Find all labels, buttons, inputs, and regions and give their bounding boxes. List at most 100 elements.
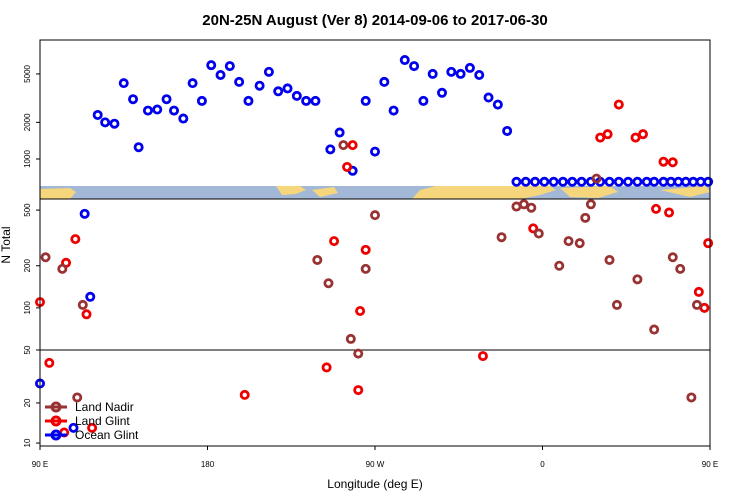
- map-land-patch: [412, 186, 556, 199]
- land-nadir-point: [360, 263, 371, 274]
- x-tick-label: 180: [201, 460, 215, 469]
- ocean-glint-point: [100, 117, 111, 128]
- ocean-glint-point: [623, 176, 634, 187]
- map-land-patch: [312, 187, 338, 197]
- land-glint-point: [703, 238, 714, 249]
- map-land-patch: [276, 186, 306, 195]
- ocean-glint-point: [234, 76, 245, 87]
- ocean-glint-point: [483, 92, 494, 103]
- legend-label-land-nadir: Land Nadir: [75, 400, 134, 414]
- ocean-glint-point: [530, 176, 541, 187]
- land-nadir-point: [72, 392, 83, 403]
- x-axis-label: Longitude (deg E): [327, 477, 422, 491]
- land-nadir-point: [518, 199, 529, 210]
- land-nadir-point: [611, 299, 622, 310]
- map-land-patch: [660, 186, 710, 197]
- y-tick-label: 5000: [23, 64, 32, 82]
- ocean-glint-point: [464, 62, 475, 73]
- ocean-glint-point: [399, 55, 410, 66]
- ocean-glint-point: [604, 176, 615, 187]
- ocean-glint-point: [142, 105, 153, 116]
- land-glint-point: [613, 99, 624, 110]
- land-nadir-point: [591, 173, 602, 184]
- land-nadir-point: [323, 278, 334, 289]
- land-nadir-point: [369, 210, 380, 221]
- legend-marker-ocean-glint: [50, 429, 62, 441]
- land-glint-point: [342, 161, 353, 172]
- ocean-glint-point: [301, 95, 312, 106]
- land-nadir-point: [585, 199, 596, 210]
- ocean-glint-point: [557, 176, 568, 187]
- ocean-glint-point: [254, 80, 265, 91]
- ocean-glint-point: [325, 144, 336, 155]
- land-nadir-point: [496, 232, 507, 243]
- axis-ticks: 90 E 180 90 W 0 90 E 10 20 50 100 200 500 1000 2000 5…: [23, 64, 718, 469]
- ocean-glint-point: [263, 66, 274, 77]
- ocean-glint-point: [79, 208, 90, 219]
- y-axis-label: N Total: [0, 226, 13, 263]
- ocean-glint-point: [632, 176, 643, 187]
- land-glint-point: [321, 362, 332, 373]
- land-nadir-point: [353, 348, 364, 359]
- ocean-glint-point: [474, 69, 485, 80]
- land-nadir-point: [667, 252, 678, 263]
- ocean-glint-point: [576, 176, 587, 187]
- land-nadir-point: [691, 299, 702, 310]
- map-land-patch: [40, 188, 76, 199]
- ocean-glint-point: [334, 127, 345, 138]
- land-nadir-point: [632, 274, 643, 285]
- land-nadir-point: [604, 254, 615, 265]
- land-glint-point: [355, 305, 366, 316]
- land-nadir-point: [649, 324, 660, 335]
- map-strip: [40, 186, 710, 199]
- ocean-glint-point: [310, 95, 321, 106]
- land-glint-point: [602, 129, 613, 140]
- ocean-glint-point: [409, 61, 420, 72]
- land-glint-point: [630, 132, 641, 143]
- land-glint-point: [329, 236, 340, 247]
- ocean-glint-point: [539, 176, 550, 187]
- y-tick-label: 100: [23, 301, 32, 315]
- data-points: [35, 55, 714, 438]
- legend-marker-land-nadir: [50, 401, 62, 413]
- ocean-glint-point: [369, 146, 380, 157]
- land-nadir-point: [57, 263, 68, 274]
- ocean-glint-point: [567, 176, 578, 187]
- land-glint-point: [239, 389, 250, 400]
- land-glint-point: [353, 385, 364, 396]
- land-nadir-point: [533, 228, 544, 239]
- y-tick-label: 20: [23, 398, 32, 407]
- y-tick-label: 500: [23, 203, 32, 217]
- ocean-glint-point: [703, 176, 714, 187]
- x-tick-label: 90 E: [32, 460, 48, 469]
- ocean-glint-point: [436, 87, 447, 98]
- ocean-glint-point: [133, 142, 144, 153]
- land-glint-point: [667, 157, 678, 168]
- ocean-glint-point: [492, 99, 503, 110]
- ocean-glint-point: [178, 113, 189, 124]
- land-glint-point: [638, 129, 649, 140]
- ocean-glint-point: [360, 95, 371, 106]
- ocean-glint-point: [187, 78, 198, 89]
- land-nadir-point: [675, 263, 686, 274]
- land-glint-point: [658, 156, 669, 167]
- land-nadir-point: [312, 254, 323, 265]
- map-land-patch: [560, 186, 618, 198]
- land-nadir-point: [554, 260, 565, 271]
- land-nadir-point: [580, 212, 591, 223]
- ocean-glint-point: [273, 86, 284, 97]
- ocean-glint-point: [224, 61, 235, 72]
- land-glint-point: [477, 351, 488, 362]
- land-glint-point: [81, 309, 92, 320]
- ocean-glint-point: [168, 105, 179, 116]
- ocean-glint-point: [613, 176, 624, 187]
- land-nadir-point: [526, 202, 537, 213]
- land-nadir-point: [563, 236, 574, 247]
- y-tick-label: 50: [23, 345, 32, 354]
- land-nadir-point: [686, 392, 697, 403]
- x-tick-label: 90 W: [366, 460, 385, 469]
- land-glint-point: [595, 132, 606, 143]
- ocean-glint-point: [118, 78, 129, 89]
- ocean-glint-point: [161, 94, 172, 105]
- land-glint-point: [87, 422, 98, 433]
